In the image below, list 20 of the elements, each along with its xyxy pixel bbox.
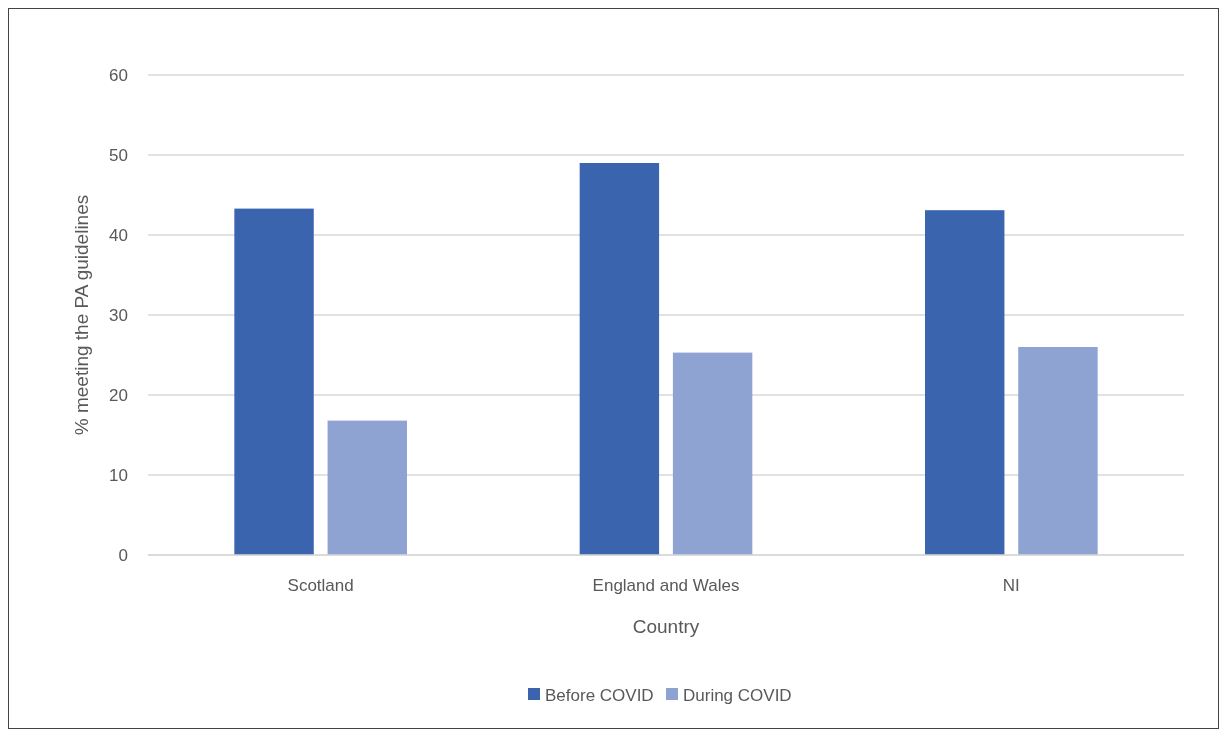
x-axis-title: Country: [632, 616, 700, 637]
bar: [1018, 347, 1098, 555]
x-tick-label: England and Wales: [592, 576, 740, 595]
legend-label: During COVID: [683, 685, 792, 705]
y-tick-label: 60: [109, 65, 128, 85]
y-tick-label: 20: [109, 385, 128, 405]
bar: [234, 208, 314, 555]
bar: [925, 210, 1005, 555]
y-tick-label: 40: [109, 225, 128, 245]
y-tick-label: 30: [109, 305, 128, 325]
legend-label: Before COVID: [545, 685, 654, 705]
y-tick-label: 0: [118, 545, 128, 565]
bar: [579, 163, 660, 555]
y-tick-label: 50: [109, 145, 128, 165]
y-axis-title: % meeting the PA guidelines: [71, 194, 92, 436]
bar: [327, 420, 407, 555]
bar: [672, 352, 753, 555]
x-tick-label: Scotland: [287, 576, 354, 595]
x-tick-label: NI: [1002, 576, 1020, 595]
y-tick-label: 10: [109, 465, 128, 485]
